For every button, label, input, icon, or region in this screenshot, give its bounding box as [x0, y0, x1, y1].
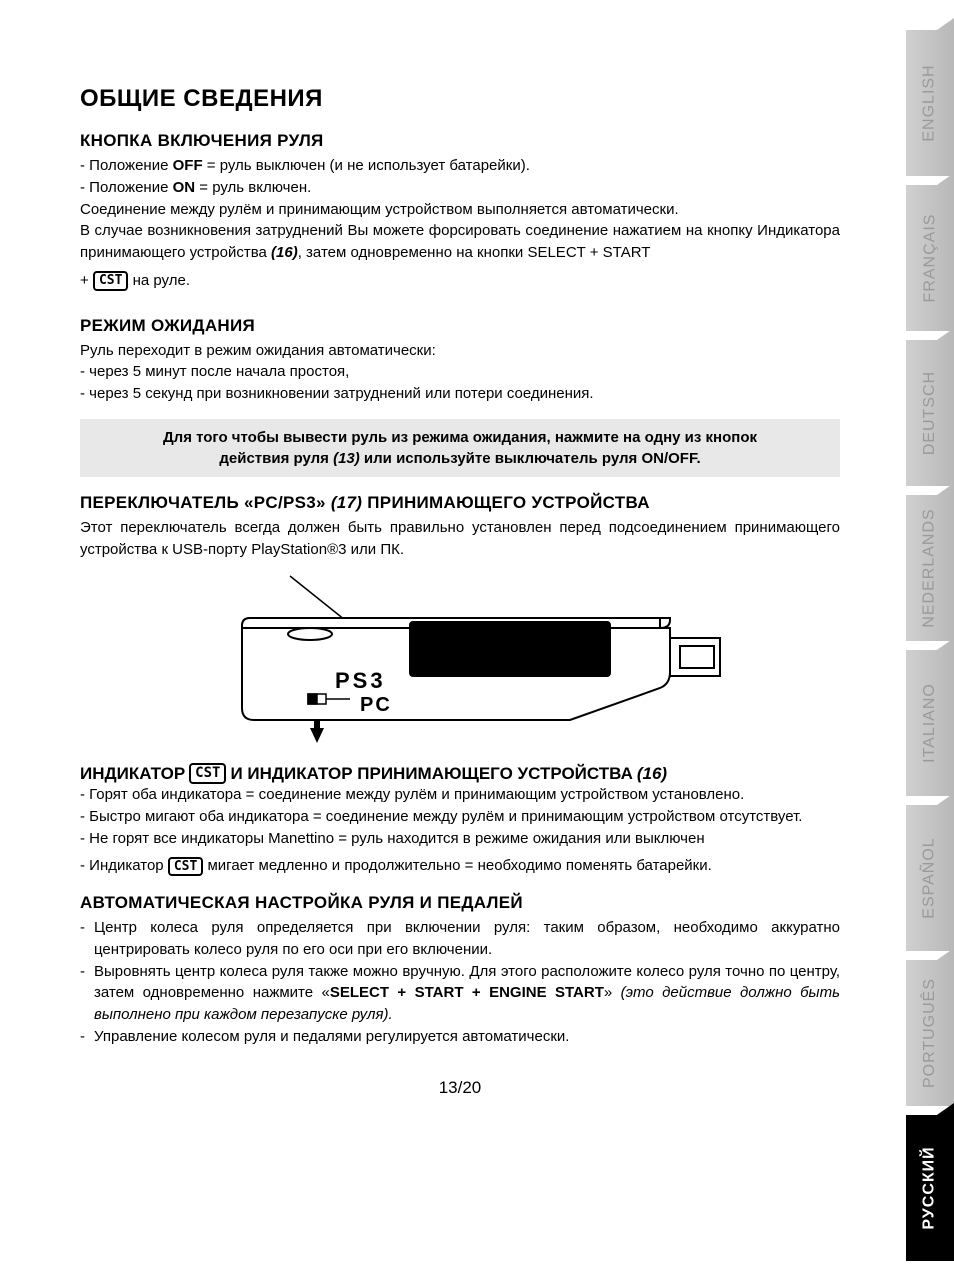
- cst-icon: CST: [93, 271, 128, 291]
- page-number: 13/20: [80, 1078, 840, 1098]
- language-tab-русский[interactable]: РУССКИЙ: [906, 1115, 954, 1261]
- language-tab-label: ENGLISH: [921, 64, 939, 141]
- language-tab-português[interactable]: PORTUGUÊS: [906, 960, 954, 1106]
- language-tab-label: ESPAÑOL: [921, 837, 939, 918]
- language-tab-nederlands[interactable]: NEDERLANDS: [906, 495, 954, 641]
- cst-icon: CST: [168, 857, 203, 877]
- language-tab-english[interactable]: ENGLISH: [906, 30, 954, 176]
- text-line: Соединение между рулём и принимающим уст…: [80, 199, 840, 221]
- bullet-item: - Центр колеса руля определяется при вкл…: [80, 917, 840, 961]
- heading-indicator: ИНДИКАТОР CST И ИНДИКАТОР ПРИНИМАЮЩЕГО У…: [80, 763, 840, 784]
- text-line: - Горят оба индикатора = соединение межд…: [80, 784, 840, 806]
- text-line: - Положение OFF = руль выключен (и не ис…: [80, 155, 840, 177]
- text-line: В случае возникновения затруднений Вы мо…: [80, 220, 840, 264]
- bullet-item: - Выровнять центр колеса руля также можн…: [80, 961, 840, 1026]
- heading-auto-config: АВТОМАТИЧЕСКАЯ НАСТРОЙКА РУЛЯ И ПЕДАЛЕЙ: [80, 893, 840, 913]
- language-tab-italiano[interactable]: ITALIANO: [906, 650, 954, 796]
- language-tab-label: PORTUGUÊS: [921, 978, 939, 1088]
- text-line: + CST на руле.: [80, 270, 840, 292]
- svg-text:PS3: PS3: [335, 668, 386, 693]
- language-tab-label: РУССКИЙ: [921, 1146, 939, 1229]
- text-line: Руль переходит в режим ожидания автомати…: [80, 340, 840, 362]
- document-content: ОБЩИЕ СВЕДЕНИЯ КНОПКА ВКЛЮЧЕНИЯ РУЛЯ - П…: [0, 0, 875, 1128]
- text-line: - Положение ON = руль включен.: [80, 177, 840, 199]
- language-tabs: ENGLISH FRANÇAIS DEUTSCH NEDERLANDS ITALIANO…: [894, 0, 954, 1272]
- notice-box: Для того чтобы вывести руль из режима ож…: [80, 419, 840, 477]
- text-line: Этот переключатель всегда должен быть пр…: [80, 517, 840, 561]
- language-tab-français[interactable]: FRANÇAIS: [906, 185, 954, 331]
- cst-icon: CST: [189, 763, 226, 784]
- language-tab-label: NEDERLANDS: [921, 508, 939, 627]
- language-tab-español[interactable]: ESPAÑOL: [906, 805, 954, 951]
- text-line: - Не горят все индикаторы Manettino = ру…: [80, 828, 840, 850]
- heading-power-button: КНОПКА ВКЛЮЧЕНИЯ РУЛЯ: [80, 131, 840, 151]
- svg-text:PC: PC: [360, 694, 392, 716]
- text-line: - через 5 минут после начала простоя,: [80, 361, 840, 383]
- language-tab-label: FRANÇAIS: [921, 214, 939, 303]
- receiver-device-figure: PS3 PC: [150, 568, 730, 753]
- language-tab-deutsch[interactable]: DEUTSCH: [906, 340, 954, 486]
- text-line: - Быстро мигают оба индикатора = соедине…: [80, 806, 840, 828]
- language-tab-label: DEUTSCH: [921, 371, 939, 455]
- heading-pcps3-switch: ПЕРЕКЛЮЧАТЕЛЬ «PC/PS3» (17) ПРИНИМАЮЩЕГО…: [80, 493, 840, 513]
- language-tab-label: ITALIANO: [921, 683, 939, 763]
- heading-standby: РЕЖИМ ОЖИДАНИЯ: [80, 316, 840, 336]
- text-line: - через 5 секунд при возникновении затру…: [80, 383, 840, 405]
- text-line: - Индикатор CST мигает медленно и продол…: [80, 855, 840, 877]
- page-title: ОБЩИЕ СВЕДЕНИЯ: [80, 85, 840, 113]
- bullet-item: - Управление колесом руля и педалями рег…: [80, 1026, 840, 1048]
